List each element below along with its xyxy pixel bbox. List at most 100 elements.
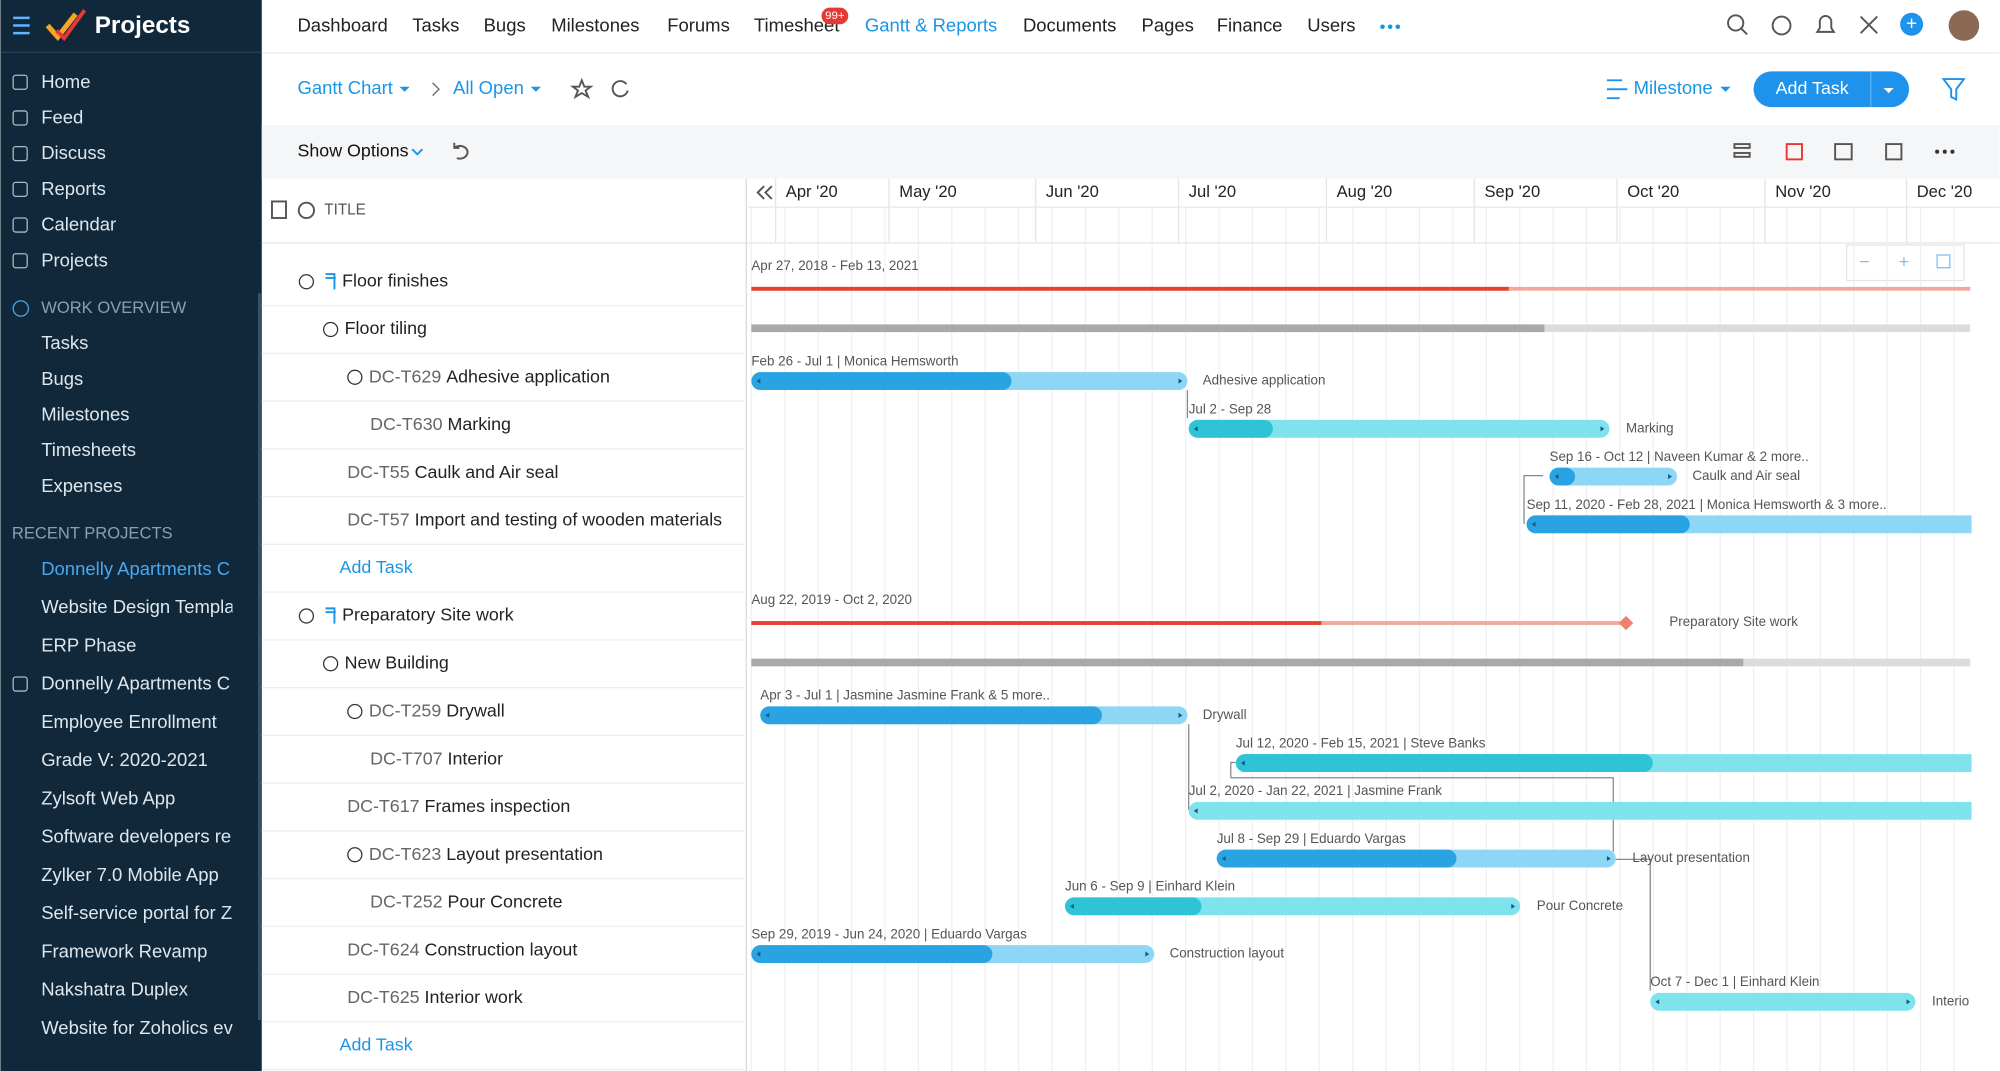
nav-item[interactable]: Reports [41, 178, 106, 199]
bar-handle [1145, 951, 1150, 957]
tasklist-progress [751, 324, 1545, 333]
expand-toggle[interactable] [347, 369, 363, 385]
expand-toggle[interactable] [298, 274, 315, 290]
nav-tab[interactable]: Dashboard [297, 15, 387, 36]
nav-tab[interactable]: Finance [1217, 15, 1283, 36]
caret [411, 148, 424, 156]
more-dots[interactable] [1935, 149, 1955, 154]
nav-tab[interactable]: Tasks [412, 15, 459, 36]
add-task-link[interactable]: Add Task [340, 557, 413, 577]
zoom-in[interactable]: + [1899, 251, 1909, 271]
row-title[interactable]: DC-T623 Layout presentation [369, 843, 603, 863]
row-title[interactable]: Preparatory Site work [342, 605, 514, 625]
bar-label: Preparatory Site work [1669, 614, 1798, 629]
project-link[interactable]: Nakshatra Duplex [41, 979, 189, 1000]
row-title[interactable]: Floor tiling [345, 318, 427, 338]
row-title[interactable]: DC-T707 Interior [370, 748, 503, 768]
project-link[interactable]: Zylker 7.0 Mobile App [41, 864, 219, 885]
nav-tab[interactable]: Gantt & Reports [865, 15, 997, 36]
month-label: Jul '20 [1189, 182, 1236, 201]
nav-item[interactable]: Bugs [41, 368, 83, 389]
project-link[interactable]: Donnelly Apartments C [41, 558, 230, 579]
row-title[interactable]: DC-T252 Pour Concrete [370, 891, 562, 911]
nav-item[interactable]: Expenses [41, 475, 122, 496]
project-link[interactable]: Self-service portal for Z [41, 902, 232, 923]
row-title[interactable]: DC-T259 Drywall [369, 700, 505, 720]
add-task-label[interactable]: Add Task [1776, 78, 1849, 98]
bar-handle [756, 378, 761, 384]
project-link[interactable]: Website for Zoholics ev [41, 1017, 233, 1038]
nav-tab[interactable]: Documents [1023, 15, 1116, 36]
plus-glyph: + [1906, 13, 1917, 34]
project-link[interactable]: Zylsoft Web App [41, 787, 175, 808]
nav-item[interactable]: Feed [41, 106, 83, 127]
row-title[interactable]: DC-T617 Frames inspection [347, 796, 570, 816]
more-tabs[interactable] [1380, 24, 1401, 30]
task-bar[interactable] [1188, 419, 1610, 438]
bar-handle [1178, 712, 1183, 718]
zoom-controls[interactable] [1845, 244, 1965, 282]
row-title[interactable]: New Building [345, 652, 449, 672]
show-options[interactable]: Show Options [297, 140, 408, 160]
task-name: Adhesive application [446, 366, 610, 386]
project-link[interactable]: Framework Revamp [41, 940, 207, 961]
nav-item[interactable]: Calendar [41, 214, 116, 235]
zoom-out[interactable]: − [1859, 251, 1869, 271]
row-title[interactable]: DC-T55 Caulk and Air seal [347, 461, 558, 481]
project-link[interactable]: Employee Enrollment [41, 711, 217, 732]
nav-tab[interactable]: Bugs [484, 15, 526, 36]
task-id: DC-T252 [370, 891, 442, 911]
expand-toggle[interactable] [322, 321, 339, 338]
filter-selector[interactable]: All Open [453, 77, 524, 98]
task-bar[interactable] [1650, 992, 1916, 1011]
task-bar[interactable] [1549, 467, 1678, 486]
avatar[interactable] [1948, 10, 1980, 41]
row-title[interactable]: DC-T624 Construction layout [347, 939, 577, 959]
nav-item[interactable]: Projects [41, 249, 108, 270]
task-name: Caulk and Air seal [415, 461, 559, 481]
row-title[interactable]: DC-T629 Adhesive application [369, 366, 610, 386]
milestone-progress [751, 286, 1509, 291]
task-progress [1549, 467, 1576, 486]
nav-tab[interactable]: Timesheet [754, 15, 840, 36]
nav-item[interactable]: Tasks [41, 332, 88, 353]
project-link[interactable]: ERP Phase [41, 634, 136, 655]
row-title[interactable]: DC-T57 Import and testing of wooden mate… [347, 509, 722, 529]
project-link[interactable]: Software developers re [41, 826, 231, 847]
fit-icon[interactable] [1936, 254, 1951, 269]
nav-item[interactable]: Discuss [41, 142, 106, 163]
project-link[interactable]: Website Design Templa [41, 596, 235, 617]
bar-label: Pour Concrete [1537, 898, 1623, 913]
nav-tab[interactable]: Users [1307, 15, 1355, 36]
row-title[interactable]: Floor finishes [342, 270, 448, 290]
nav-tab[interactable]: Milestones [551, 15, 639, 36]
logo [45, 9, 87, 42]
nav-item[interactable]: Milestones [41, 404, 129, 425]
expand-toggle[interactable] [322, 656, 339, 672]
view-selector[interactable]: Gantt Chart [297, 77, 392, 98]
bar-date: Aug 22, 2019 - Oct 2, 2020 [751, 592, 912, 607]
expand-toggle[interactable] [347, 703, 363, 720]
nav-item[interactable]: Timesheets [41, 439, 136, 460]
group-selector[interactable]: Milestone [1634, 77, 1713, 98]
add-icon[interactable] [1900, 12, 1924, 36]
header-icons [271, 14, 1966, 219]
row-title[interactable]: DC-T630 Marking [370, 414, 511, 434]
nav-icon [12, 181, 28, 197]
expand-toggle[interactable] [298, 608, 315, 624]
add-task-link[interactable]: Add Task [340, 1034, 413, 1054]
project-link[interactable]: Grade V: 2020-2021 [41, 749, 208, 770]
project-icon [12, 676, 28, 692]
task-bar[interactable] [1188, 801, 1990, 820]
expand-toggle[interactable] [347, 847, 363, 863]
menu-icon[interactable] [13, 16, 30, 35]
row-title[interactable]: DC-T625 Interior work [347, 987, 523, 1007]
project-link[interactable]: Donnelly Apartments C [41, 673, 230, 694]
dropdown-icon[interactable] [1883, 87, 1894, 94]
gantt-area: Apr '20 May '20 Jun '20 Jul '20 Aug '20 Sep '… [750, 178, 1990, 1071]
dependency-line [1523, 474, 1544, 525]
nav-tab[interactable]: Forums [667, 15, 730, 36]
nav-icon [12, 217, 28, 233]
nav-tab[interactable]: Pages [1142, 15, 1194, 36]
nav-item[interactable]: Home [41, 71, 90, 92]
